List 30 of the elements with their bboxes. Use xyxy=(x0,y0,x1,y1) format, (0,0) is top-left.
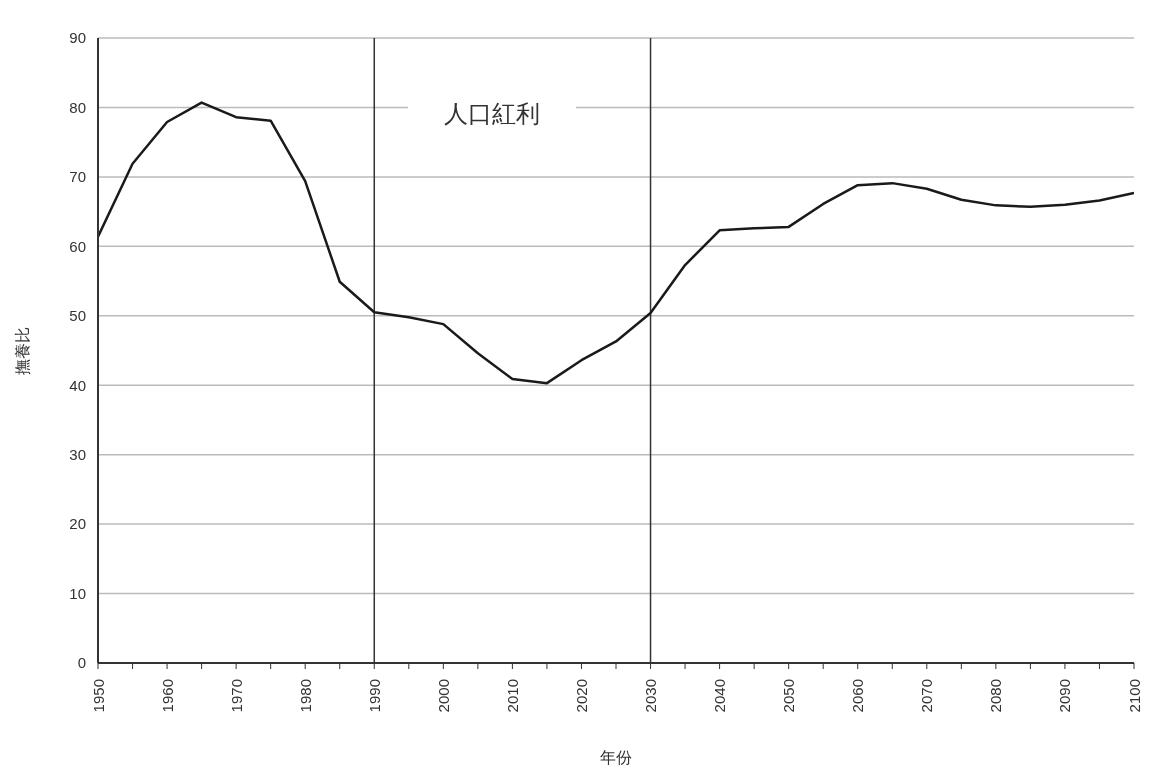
x-tick-label: 2070 xyxy=(918,679,936,713)
x-tick-label: 2080 xyxy=(987,679,1005,713)
x-tick-label: 1980 xyxy=(296,679,314,713)
y-tick-label: 90 xyxy=(69,29,86,47)
y-axis-title: 撫養比 xyxy=(13,326,31,375)
x-tick-label: 2010 xyxy=(503,679,521,713)
x-tick-label: 2100 xyxy=(1125,679,1143,713)
y-tick-label: 70 xyxy=(69,168,86,186)
x-tick-label: 2050 xyxy=(780,679,798,713)
y-tick-label: 40 xyxy=(69,376,86,394)
annotation: 人口紅利 xyxy=(408,96,576,132)
y-tick-label: 10 xyxy=(69,584,86,602)
x-tick-label: 2060 xyxy=(849,679,867,713)
line-series xyxy=(98,101,1134,385)
x-tick-label: 2090 xyxy=(1056,679,1074,713)
x-tick-label: 1960 xyxy=(158,679,176,713)
x-tick-label: 1970 xyxy=(227,679,245,713)
y-tick-label: 30 xyxy=(69,445,86,463)
x-tick-label: 1950 xyxy=(89,679,107,713)
y-tick-label: 60 xyxy=(69,237,86,255)
y-tick-label: 80 xyxy=(69,98,86,116)
x-tick-label: 2030 xyxy=(642,679,660,713)
x-axis-title: 年份 xyxy=(600,749,632,766)
x-tick-label: 2020 xyxy=(572,679,590,713)
y-tick-label: 20 xyxy=(69,515,86,533)
x-tick-label: 2000 xyxy=(434,679,452,713)
x-tick-label: 1990 xyxy=(365,679,383,713)
x-tick-label: 2040 xyxy=(711,679,729,713)
y-tick-label: 50 xyxy=(69,307,86,325)
y-tick-label: 0 xyxy=(77,654,86,672)
